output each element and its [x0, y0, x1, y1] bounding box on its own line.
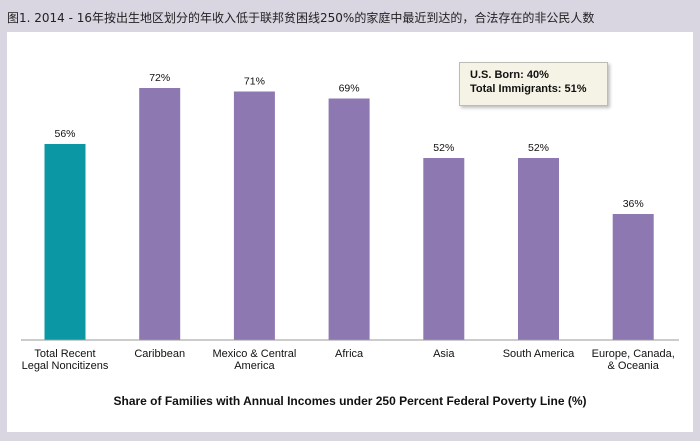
- x-axis-title: Share of Families with Annual Incomes un…: [113, 394, 586, 408]
- bar-2: [233, 91, 275, 340]
- bar-0: [44, 144, 86, 340]
- category-label-3-0: Africa: [335, 348, 364, 360]
- bar-6: [612, 214, 654, 340]
- category-label-6-0: Europe, Canada,: [592, 348, 675, 360]
- category-label-0-1: Legal Noncitizens: [22, 360, 109, 372]
- summary-callout-box: U.S. Born: 40% Total Immigrants: 51%: [459, 62, 608, 106]
- value-labels-group: 56% 72% 71% 69% 52% 52% 36%: [54, 72, 643, 210]
- callout-total-immigrants: Total Immigrants: 51%: [470, 83, 587, 95]
- bar-5: [518, 158, 559, 340]
- chart-panel: 56% 72% 71% 69% 52% 52% 36% Total Recent Legal …: [7, 32, 693, 432]
- value-label-0: 56%: [54, 128, 75, 140]
- bar-3: [328, 98, 370, 340]
- category-label-2-1: America: [234, 360, 275, 372]
- figure-title: 图1. 2014 - 16年按出生地区划分的年收入低于联邦贫困线250%的家庭中…: [7, 11, 595, 25]
- category-label-2-0: Mexico & Central: [213, 348, 297, 360]
- value-label-2: 71%: [244, 76, 265, 88]
- bars-group: [44, 88, 654, 340]
- bar-chart: 56% 72% 71% 69% 52% 52% 36% Total RecentLegal …: [21, 72, 679, 408]
- value-label-6: 36%: [623, 198, 644, 210]
- category-label-6-1: & Oceania: [608, 360, 660, 372]
- callout-us-born: U.S. Born: 40%: [470, 69, 549, 81]
- value-label-1: 72%: [149, 72, 170, 84]
- value-label-5: 52%: [528, 142, 549, 154]
- value-label-3: 69%: [339, 83, 360, 95]
- category-label-5-0: South America: [503, 348, 575, 360]
- category-label-0-0: Total Recent: [34, 348, 95, 360]
- category-label-1-0: Caribbean: [134, 348, 185, 360]
- bar-4: [423, 158, 465, 340]
- category-label-4-0: Asia: [433, 348, 455, 360]
- bar-1: [139, 88, 181, 340]
- value-label-4: 52%: [433, 142, 454, 154]
